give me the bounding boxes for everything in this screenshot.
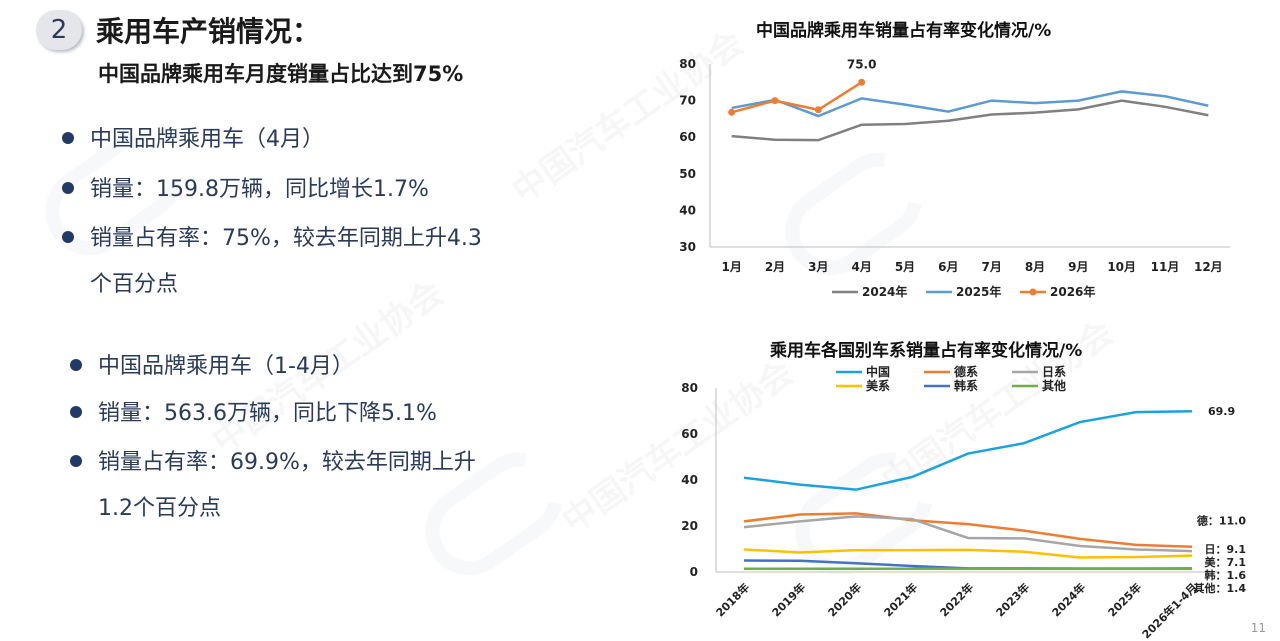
x-tick-label: 2022年	[937, 580, 976, 619]
end-label: 德：11.0	[1196, 514, 1246, 528]
x-tick-label: 2025年	[1105, 580, 1144, 619]
x-tick-label: 2023年	[993, 580, 1032, 619]
x-tick-label: 10月	[1107, 260, 1136, 274]
end-label: 69.9	[1208, 405, 1235, 418]
x-tick-label: 2020年	[825, 580, 864, 619]
legend-label: 德系	[954, 364, 978, 379]
series-line-2024年	[731, 99, 1209, 142]
bullet-text: 中国品牌乘用车（1-4月）	[98, 354, 354, 379]
series-line-2026年	[731, 81, 863, 114]
x-tick-label: 7月	[981, 260, 1001, 274]
x-tick-label: 2026年1-4月	[1139, 580, 1200, 641]
legend-label: 2025年	[956, 284, 1001, 299]
x-tick-label: 11月	[1151, 260, 1180, 274]
bullet-item: 销量占有率：69.9%，较去年同期上升	[70, 448, 476, 478]
chart-title: 中国品牌乘用车销量占有率变化情况/%	[756, 21, 1052, 41]
x-tick-label: 12月	[1194, 260, 1223, 274]
y-tick-label: 20	[681, 519, 698, 533]
series-line-日系	[743, 515, 1193, 553]
data-point	[728, 108, 736, 116]
legend-label: 韩系	[954, 378, 978, 393]
legend-label: 美系	[866, 378, 890, 393]
end-label: 日：9.1	[1205, 543, 1247, 556]
section-number-badge: 2	[36, 10, 82, 50]
market-share-monthly-chart: 30 40 50 60 70 80 1月 2月 3月 4月 5月 6月 7月 8月 9月 10月 11月 12月 7…	[679, 57, 1230, 299]
legend-label: 中国	[866, 364, 890, 379]
y-tick-label: 30	[679, 240, 696, 254]
x-tick-label: 6月	[938, 260, 958, 274]
x-tick-label: 8月	[1025, 260, 1045, 274]
y-tick-label: 60	[681, 427, 698, 441]
bullet-text: 销量：563.6万辆，同比下降5.1%	[98, 401, 437, 426]
x-tick-label: 2024年	[1049, 580, 1088, 619]
bullet-continuation: 个百分点	[90, 272, 179, 297]
market-share-by-origin-chart: 0 20 40 60 80 2018年 2019年 2020年 2021年 2022年 2023年 2…	[681, 364, 1247, 641]
bullet-item: 中国品牌乘用车（4月）	[62, 125, 324, 155]
bullet-continuation: 1.2个百分点	[98, 496, 221, 521]
bullet-text: 中国品牌乘用车（4月）	[90, 127, 324, 152]
bullet-item: 销量：563.6万辆，同比下降5.1%	[70, 399, 437, 429]
data-label: 75.0	[847, 57, 877, 71]
page-subtitle: 中国品牌乘用车月度销量占比达到75%	[98, 62, 464, 86]
bullet-dot	[62, 132, 74, 144]
y-tick-label: 80	[679, 57, 696, 71]
legend-label: 2024年	[862, 284, 907, 299]
bullet-text: 销量占有率：75%，较去年同期上升4.3	[90, 226, 482, 251]
legend-label: 其他	[1042, 378, 1066, 393]
end-label: 其他：1.4	[1194, 581, 1247, 595]
x-tick-label: 2019年	[769, 580, 808, 619]
data-point	[814, 106, 822, 114]
bullet-dot	[70, 406, 82, 418]
bullet-text: 销量占有率：69.9%，较去年同期上升	[98, 450, 476, 475]
bullet-dot	[62, 231, 74, 243]
x-tick-label: 2018年	[713, 580, 752, 619]
y-tick-label: 70	[679, 94, 696, 108]
bullet-item: 中国品牌乘用车（1-4月）	[70, 352, 354, 382]
legend-label: 2026年	[1050, 284, 1095, 299]
data-point	[771, 97, 779, 105]
bullet-dot	[62, 182, 74, 194]
page-title: 乘用车产销情况：	[96, 15, 321, 48]
y-tick-label: 40	[681, 473, 698, 487]
chart-title: 乘用车各国别车系销量占有率变化情况/%	[770, 341, 1083, 361]
y-tick-label: 60	[679, 130, 696, 144]
end-label: 韩：1.6	[1205, 568, 1247, 582]
page-number: 11	[1250, 621, 1266, 635]
y-tick-label: 0	[690, 565, 698, 579]
data-point	[858, 78, 866, 86]
bullet-text: 销量：159.8万辆，同比增长1.7%	[90, 177, 429, 202]
bullet-item: 销量占有率：75%，较去年同期上升4.3	[62, 224, 482, 254]
series-line-中国	[743, 409, 1193, 491]
legend-label: 日系	[1042, 364, 1066, 379]
y-tick-label: 80	[681, 381, 698, 395]
bullet-dot	[70, 455, 82, 467]
x-tick-label: 2021年	[881, 580, 920, 619]
series-line-2025年	[731, 90, 1209, 118]
legend-marker	[1029, 288, 1037, 296]
x-tick-label: 3月	[808, 260, 828, 274]
x-tick-label: 4月	[851, 260, 871, 274]
end-label: 美：7.1	[1205, 555, 1247, 569]
y-tick-label: 40	[679, 203, 696, 217]
x-tick-label: 1月	[721, 260, 741, 274]
x-tick-label: 5月	[895, 260, 915, 274]
series-line-德系	[743, 512, 1193, 548]
x-tick-label: 2月	[765, 260, 785, 274]
y-tick-label: 50	[679, 167, 696, 181]
series-line-美系	[743, 548, 1193, 559]
bullet-item: 销量：159.8万辆，同比增长1.7%	[62, 175, 429, 205]
series-line-韩系	[743, 559, 1193, 570]
bullet-dot	[70, 359, 82, 371]
x-tick-label: 9月	[1068, 260, 1088, 274]
